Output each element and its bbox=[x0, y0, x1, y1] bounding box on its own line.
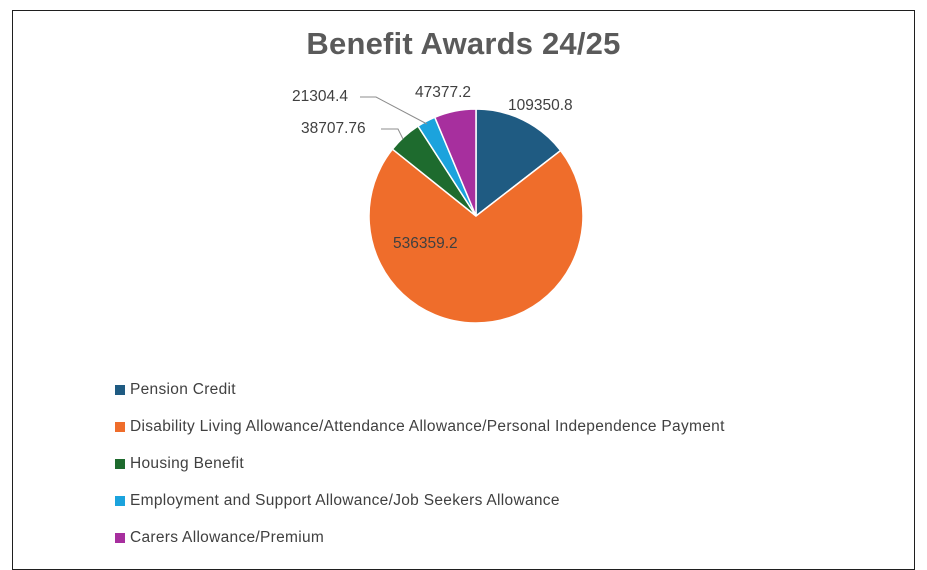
pie-slice-0 bbox=[475, 108, 562, 218]
data-label-4: 47377.2 bbox=[415, 84, 471, 101]
legend-label: Employment and Support Allowance/Job See… bbox=[130, 491, 560, 509]
data-label-2: 38707.76 bbox=[301, 120, 366, 137]
pie-chart: 109350.8 536359.2 38707.76 21304.4 47377.2 bbox=[292, 84, 584, 324]
legend-swatch bbox=[115, 421, 125, 432]
legend-item-pension-credit: Pension Credit bbox=[115, 371, 725, 408]
legend-label: Disability Living Allowance/Attendance A… bbox=[130, 417, 725, 435]
data-label-3: 21304.4 bbox=[292, 88, 348, 105]
pie-slice-4 bbox=[433, 108, 477, 217]
legend-item-disability-living-allowance: Disability Living Allowance/Attendance A… bbox=[115, 408, 725, 445]
pie-slice-1 bbox=[368, 148, 584, 324]
legend-swatch bbox=[115, 458, 125, 469]
legend-label: Pension Credit bbox=[130, 380, 236, 398]
chart-title: Benefit Awards 24/25 bbox=[306, 26, 621, 61]
legend-swatch bbox=[115, 495, 125, 506]
legend-item-carers-allowance: Carers Allowance/Premium bbox=[115, 519, 725, 556]
leader-line-3 bbox=[360, 96, 428, 125]
leader-line-2 bbox=[381, 128, 404, 140]
data-label-0: 109350.8 bbox=[508, 97, 573, 114]
legend-item-employment-support-allowance: Employment and Support Allowance/Job See… bbox=[115, 482, 725, 519]
legend-swatch bbox=[115, 384, 125, 395]
legend-swatch bbox=[115, 532, 125, 543]
data-label-1: 536359.2 bbox=[393, 235, 458, 252]
legend-label: Housing Benefit bbox=[130, 454, 244, 472]
legend-label: Carers Allowance/Premium bbox=[130, 528, 325, 546]
chart-legend: Pension Credit Disability Living Allowan… bbox=[115, 371, 725, 556]
legend-item-housing-benefit: Housing Benefit bbox=[115, 445, 725, 482]
